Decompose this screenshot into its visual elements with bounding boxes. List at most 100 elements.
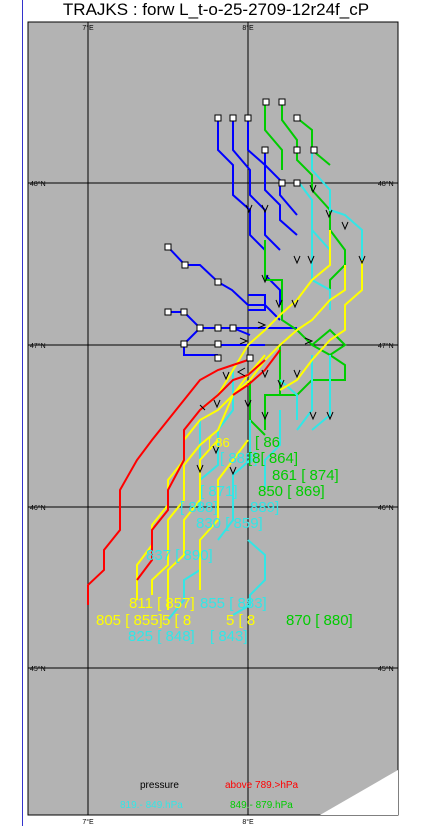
traj-green-4 [264, 240, 346, 396]
arrow-marker [309, 411, 317, 421]
traj-red-2 [136, 359, 266, 581]
start-marker [164, 308, 172, 316]
traj-blue-10 [248, 294, 266, 311]
arrow-marker [222, 371, 230, 381]
label-yellow-c: 805 [ 855] [96, 612, 163, 629]
label-cyan-g: 855 [ 883] [200, 595, 267, 612]
start-marker [262, 98, 270, 106]
arrow-marker [293, 255, 301, 265]
label-cyan-h: 825 [ 848] [128, 628, 195, 645]
legend-row-cyan: 819.- 849.hPa [120, 800, 183, 811]
direction-arrows [196, 184, 366, 476]
frame-left-border [22, 0, 23, 826]
label-yellow-e: 5 [ 8 [226, 612, 255, 629]
start-marker [229, 114, 237, 122]
endpoint-labels: [ 86 [ 888] [ 86 [8[ 864] 861 [ 874] [ 8… [96, 434, 353, 645]
start-marker [293, 114, 301, 122]
traj-green-7 [311, 328, 347, 356]
arrow-marker [213, 399, 221, 409]
traj-blue-1 [217, 118, 281, 305]
traj-cyan-5 [296, 355, 313, 431]
arrow-marker [212, 445, 220, 455]
lat-label-left-48n: 48°N [30, 180, 46, 188]
legend-row-green: 849.- 879.hPa [230, 800, 293, 811]
start-marker [214, 354, 222, 362]
arrow-marker [304, 337, 314, 345]
traj-yellow-3 [199, 230, 331, 411]
start-markers [164, 98, 318, 362]
arrow-marker [293, 369, 301, 379]
graticule [28, 22, 398, 815]
start-marker [180, 308, 188, 316]
start-marker [214, 340, 222, 348]
traj-yellow-6 [199, 439, 249, 590]
start-marker [196, 324, 204, 332]
start-marker [214, 114, 222, 122]
arrow-marker [261, 411, 269, 421]
label-cyan-e: 830 [ 859] [196, 515, 263, 532]
label-cyan-i: [ 843] [210, 628, 248, 645]
start-marker [278, 179, 286, 187]
traj-green-3 [264, 102, 283, 170]
traj-cyan-12 [279, 379, 298, 420]
arrow-marker [244, 399, 252, 409]
start-marker [244, 114, 252, 122]
traj-red-3 [232, 349, 281, 396]
arrow-marker [325, 209, 333, 219]
label-green-b: [8[ 864] [248, 450, 298, 467]
arrow-marker [229, 466, 237, 476]
traj-cyan-2 [296, 179, 331, 251]
legend-title: pressure [140, 780, 179, 791]
start-marker [278, 98, 286, 106]
start-marker [180, 340, 188, 348]
arrow-marker [245, 204, 253, 214]
start-marker [310, 146, 318, 154]
label-green-c: 861 [ 874] [272, 467, 339, 484]
lat-label-left-46n: 46°N [30, 504, 46, 512]
start-marker [214, 278, 222, 286]
arrow-marker [341, 221, 349, 231]
start-marker [229, 324, 237, 332]
lat-label-left-47n: 47°N [30, 342, 46, 350]
arrow-marker [261, 204, 269, 214]
start-marker [261, 146, 269, 154]
arrow-marker [236, 367, 246, 377]
label-cyan-d: 889] [250, 499, 279, 516]
map-title: TRAJKS : forw L_t-o-25-2709-12r24f_cP [62, 0, 370, 19]
traj-yellow-4 [151, 354, 266, 595]
arrow-marker [307, 255, 315, 265]
arrow-marker [261, 369, 269, 379]
arrow-marker [277, 379, 285, 389]
label-green-d: 850 [ 869] [258, 483, 325, 500]
label-cyan-c: [ 888] [180, 499, 218, 516]
arrow-marker [291, 299, 299, 309]
traj-cyan-4 [311, 355, 331, 431]
start-marker [293, 146, 301, 154]
traj-cyan-6 [264, 410, 281, 490]
label-cyan-b: [ 871] [200, 483, 238, 500]
traj-green-2 [296, 117, 331, 166]
arrow-marker [261, 274, 269, 284]
lat-label-right-47n: 47°N [378, 342, 394, 350]
legend-row-red: above 789.>hPa [225, 780, 299, 791]
arrow-marker [358, 255, 366, 265]
lat-label-left-45n: 45°N [30, 665, 46, 673]
traj-blue-9 [183, 345, 218, 356]
label-green-a: [ 86 [255, 434, 280, 451]
arrow-marker [326, 411, 334, 421]
traj-yellow-2 [136, 265, 346, 600]
start-marker [293, 179, 301, 187]
lon-label-top-7e: 7°E [82, 24, 94, 32]
unmapped-corner [320, 770, 398, 815]
traj-yellow-5 [167, 439, 219, 610]
arrow-marker [309, 184, 317, 194]
traj-blue-2 [232, 118, 281, 251]
traj-green-1 [281, 102, 346, 300]
traj-blue-3 [247, 118, 298, 236]
traj-green-5 [264, 345, 281, 430]
start-marker [214, 324, 222, 332]
start-marker [181, 261, 189, 269]
start-marker [246, 354, 254, 362]
traj-yellow-1 [279, 260, 363, 391]
